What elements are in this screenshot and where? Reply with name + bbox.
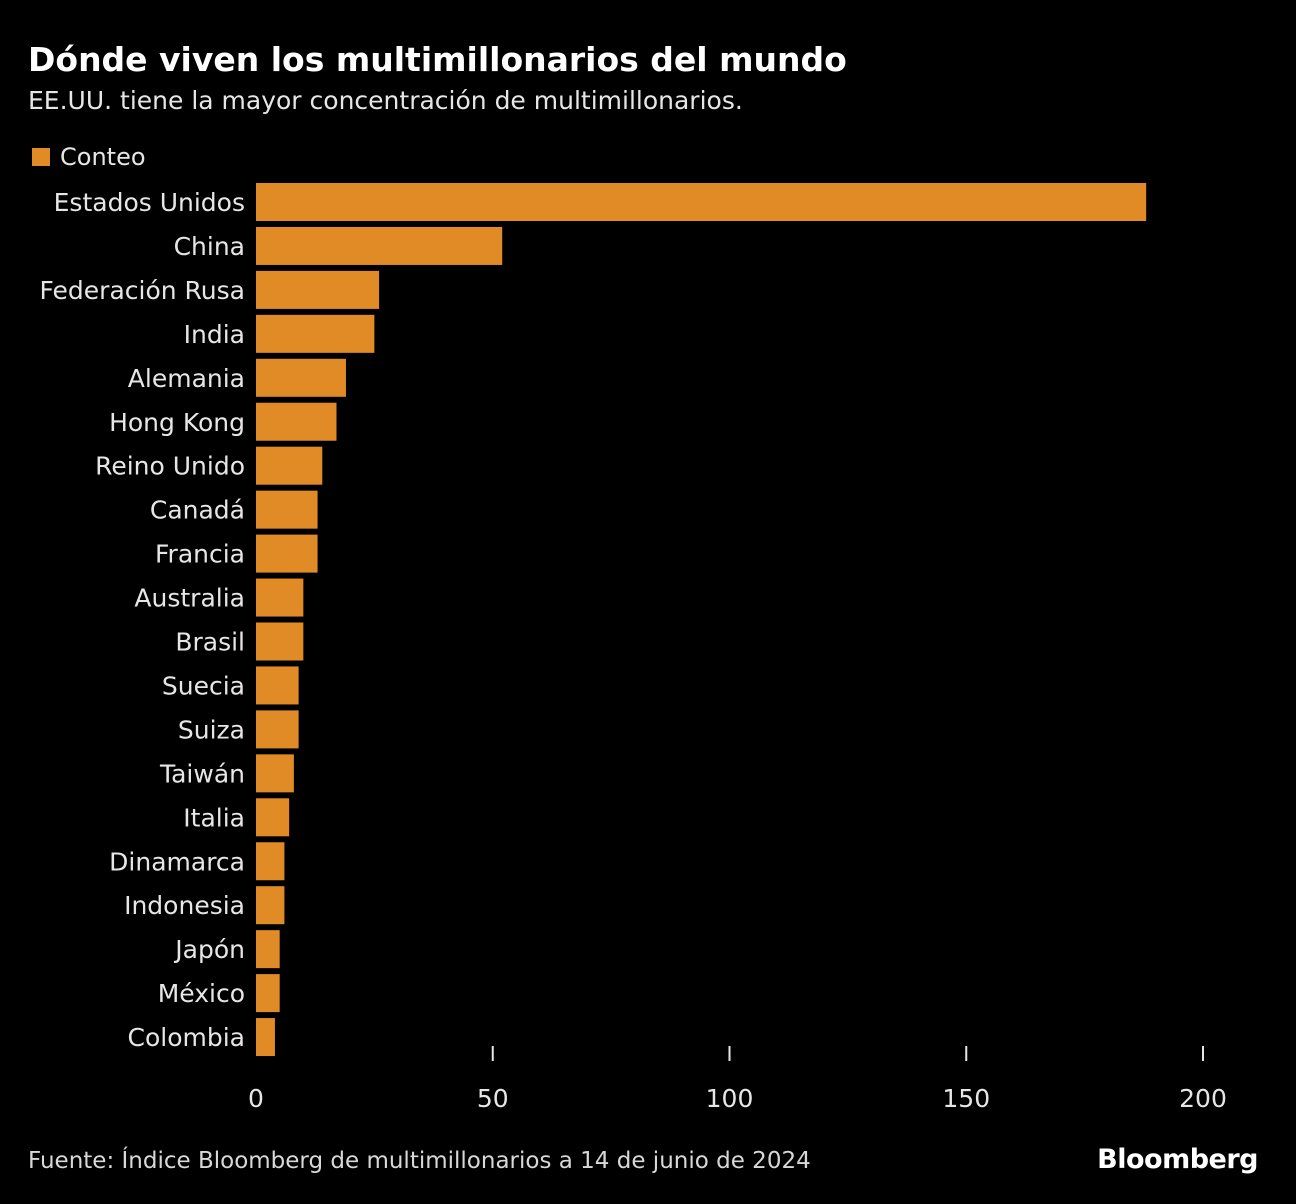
bar — [256, 798, 290, 837]
bar — [256, 930, 280, 969]
category-label: Hong Kong — [109, 408, 245, 437]
chart-subtitle: EE.UU. tiene la mayor concentración de m… — [28, 86, 743, 115]
category-label: Reino Unido — [95, 452, 245, 481]
bar — [256, 534, 318, 573]
category-label: Indonesia — [124, 891, 245, 920]
bar — [256, 886, 285, 925]
bar — [256, 622, 304, 661]
bar — [256, 226, 503, 265]
bar — [256, 754, 294, 793]
category-label: Canadá — [150, 496, 245, 525]
category-label: China — [174, 232, 245, 261]
legend: Conteo — [32, 143, 146, 171]
category-label: Estados Unidos — [54, 188, 245, 217]
bar — [256, 446, 323, 485]
x-tick-label: 0 — [248, 1084, 264, 1113]
chart-title: Dónde viven los multimillonarios del mun… — [28, 40, 847, 79]
bar — [256, 270, 380, 309]
bar — [256, 1018, 275, 1057]
x-tick-label: 50 — [477, 1084, 509, 1113]
bar — [256, 974, 280, 1013]
category-label: Brasil — [175, 628, 245, 657]
bar — [256, 490, 318, 529]
x-tick-label: 100 — [706, 1084, 754, 1113]
category-label: Taiwán — [159, 759, 245, 788]
bar — [256, 402, 337, 441]
category-label: Italia — [183, 803, 245, 832]
category-label: Dinamarca — [109, 847, 245, 876]
category-label: Alemania — [128, 364, 245, 393]
x-tick-label: 200 — [1179, 1084, 1227, 1113]
category-label: Francia — [155, 540, 245, 569]
x-tick-label: 150 — [942, 1084, 990, 1113]
category-label: Suecia — [162, 671, 245, 700]
bar — [256, 842, 285, 881]
bar — [256, 710, 299, 749]
bar — [256, 666, 299, 705]
category-label: Japón — [173, 935, 245, 964]
bar — [256, 314, 375, 353]
bar — [256, 358, 346, 397]
category-label: Colombia — [128, 1023, 245, 1052]
bar — [256, 578, 304, 617]
category-label: Federación Rusa — [40, 276, 245, 305]
bar — [256, 183, 1147, 221]
category-label: México — [158, 979, 245, 1008]
legend-swatch — [32, 148, 50, 166]
category-label: India — [184, 320, 245, 349]
source-note: Fuente: Índice Bloomberg de multimillona… — [28, 1148, 811, 1174]
category-label: Australia — [134, 584, 245, 613]
category-label: Suiza — [178, 715, 245, 744]
legend-label: Conteo — [60, 143, 146, 171]
bloomberg-logo: Bloomberg — [1097, 1144, 1258, 1175]
